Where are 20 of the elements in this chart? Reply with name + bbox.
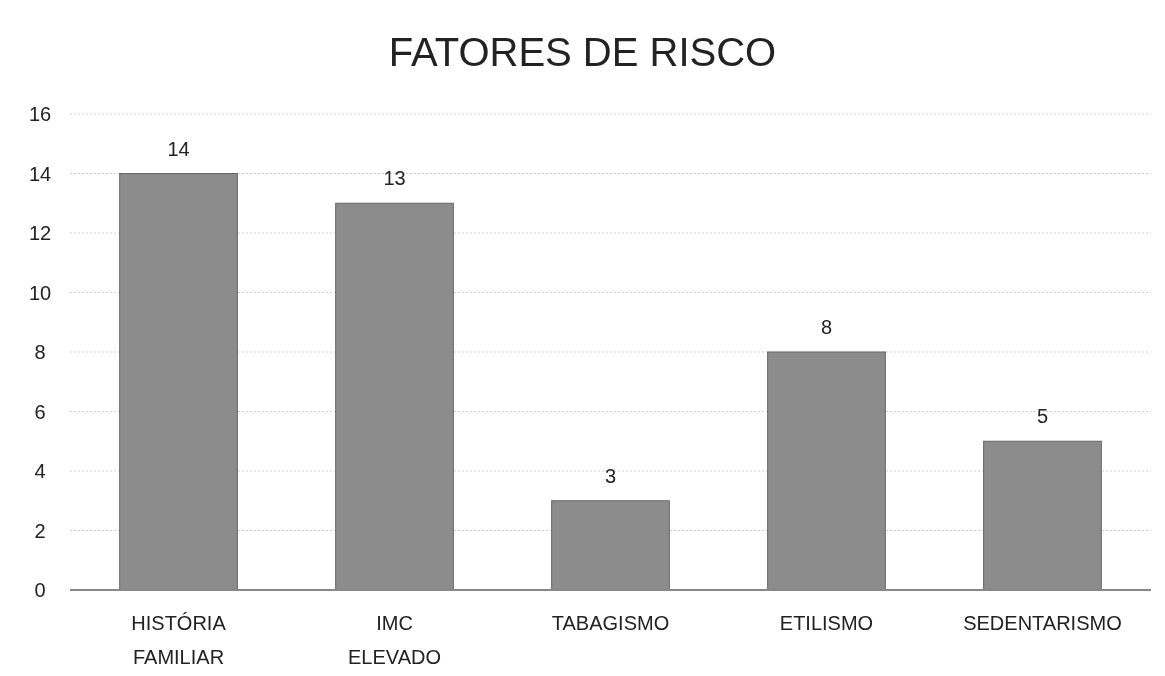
x-tick-label: TABAGISMO <box>551 612 670 634</box>
x-tick-label: SEDENTARISMO <box>963 612 1122 634</box>
data-label: 8 <box>820 316 833 338</box>
data-label: 14 <box>167 137 190 160</box>
data-label: 5 <box>1036 405 1049 428</box>
x-tick-label: IMC ELEVADO <box>348 612 442 668</box>
y-tick-label: 8 <box>34 341 46 363</box>
y-tick-label: 12 <box>28 222 52 244</box>
y-tick-label: 0 <box>34 579 46 601</box>
y-tick-label: 14 <box>28 162 52 185</box>
data-label: 13 <box>383 167 406 190</box>
data-label: 3 <box>604 464 617 487</box>
y-tick-label: 2 <box>34 519 46 542</box>
chart-title: FATORES DE RISCO <box>388 30 777 74</box>
y-tick-label: 4 <box>34 460 46 482</box>
y-tick-label: 16 <box>28 103 52 125</box>
y-tick-label: 6 <box>34 400 46 423</box>
x-tick-label: HISTÓRIA FAMILIAR <box>131 612 227 668</box>
y-tick-label: 10 <box>28 281 52 304</box>
x-tick-label: ETILISMO <box>779 612 874 634</box>
